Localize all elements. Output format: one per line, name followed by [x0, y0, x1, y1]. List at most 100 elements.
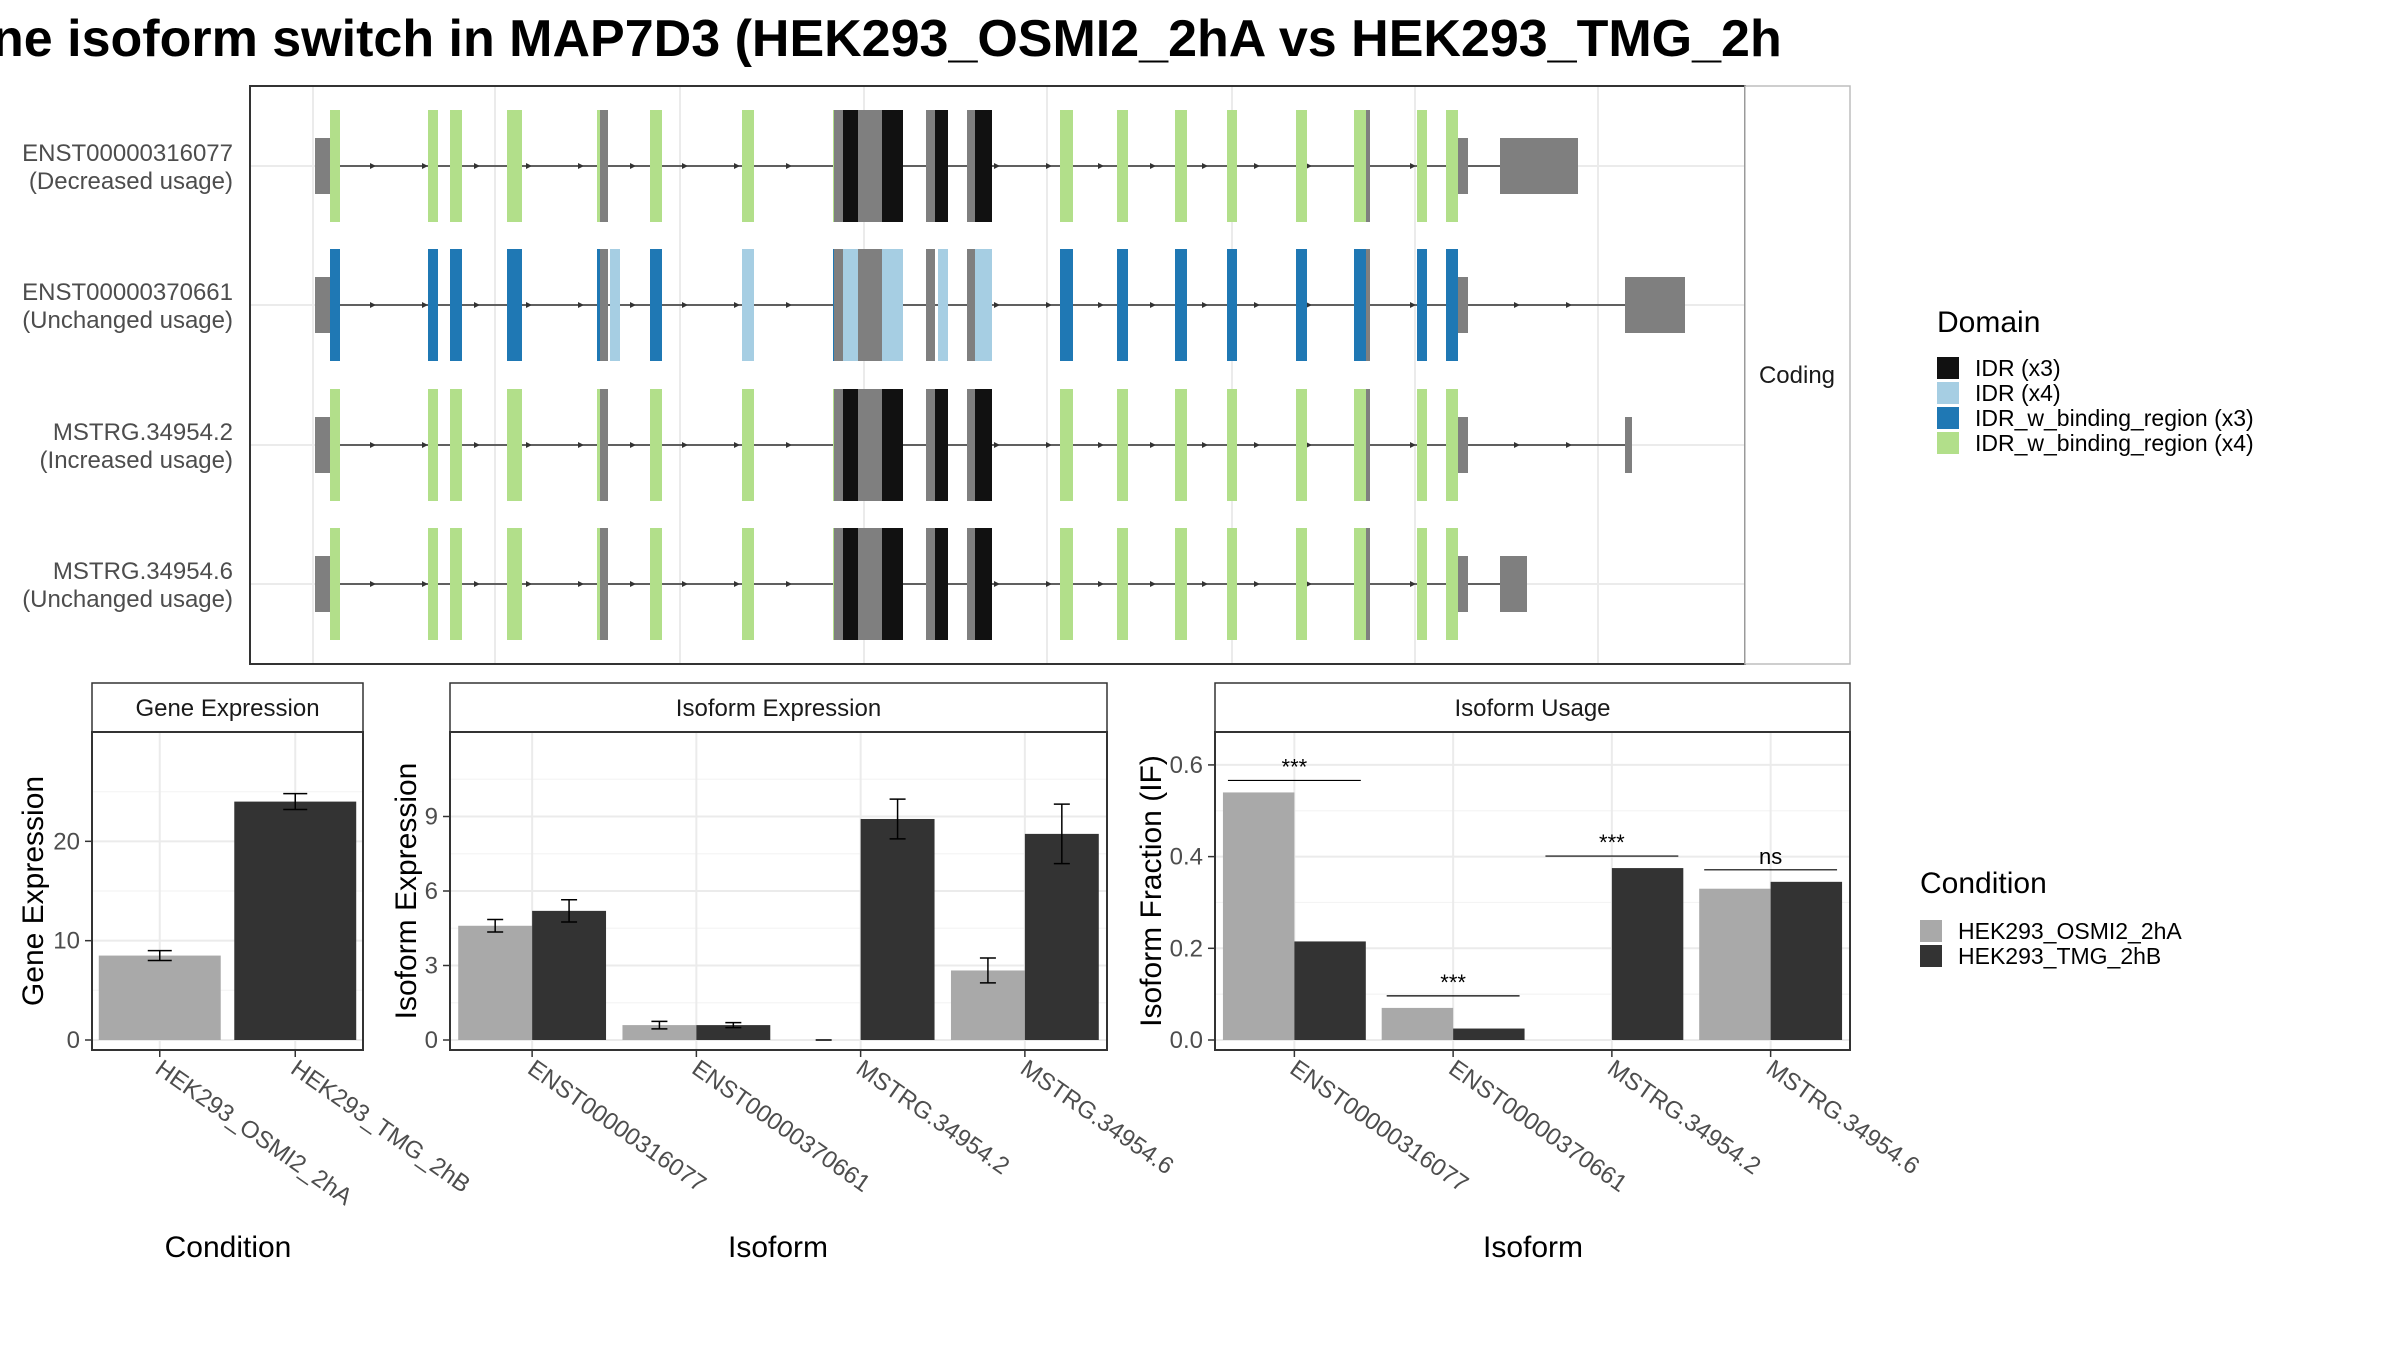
strand-arrow	[1046, 163, 1052, 169]
utr-block	[1458, 277, 1468, 333]
bar	[1381, 1007, 1454, 1040]
panel-strip	[449, 682, 1108, 733]
coding-exon	[1117, 528, 1128, 640]
strand-arrow	[1254, 442, 1260, 448]
panel-strip-title: Gene Expression	[135, 695, 319, 722]
y-tick-label: 6	[425, 878, 438, 905]
x-tick-label: ENST00000316077	[523, 1055, 711, 1198]
strand-arrow	[1098, 442, 1104, 448]
x-tick-label: MSTRG.34954.6	[1015, 1055, 1178, 1180]
nc-segment	[1366, 249, 1370, 361]
x-axis-title: Isoform	[1483, 1231, 1583, 1264]
utr-end-block	[1500, 556, 1527, 612]
strand-arrow	[630, 581, 636, 587]
strand-arrow	[1150, 581, 1156, 587]
x-tick-label: MSTRG.34954.6	[1761, 1055, 1924, 1180]
y-tick-label: 0	[425, 1027, 438, 1054]
bar	[1222, 792, 1295, 1040]
strand-arrow	[370, 163, 376, 169]
strand-arrow	[682, 302, 688, 308]
idr-x3-exon	[882, 389, 903, 501]
strand-arrow	[734, 581, 740, 587]
strand-arrow	[1202, 302, 1208, 308]
idr-x3-exon	[932, 110, 948, 222]
coding-exon	[1446, 110, 1458, 222]
nc-segment	[1366, 110, 1370, 222]
condition-legend-key	[1920, 945, 1942, 967]
nc-segment	[858, 528, 882, 640]
isoform-usage-label: (Decreased usage)	[29, 168, 233, 195]
significance-label: ns	[1759, 844, 1782, 869]
strand-arrow	[1514, 302, 1520, 308]
strand-arrow	[1410, 442, 1416, 448]
coding-exon	[428, 528, 438, 640]
coding-exon	[650, 249, 662, 361]
coding-exon	[428, 389, 438, 501]
isoform-usage-label: (Unchanged usage)	[22, 307, 233, 334]
significance-label: ***	[1282, 754, 1308, 779]
coding-exon	[1175, 389, 1187, 501]
coding-exon	[1175, 249, 1187, 361]
y-tick-label: 3	[425, 953, 438, 980]
coding-exon	[1417, 389, 1427, 501]
coding-exon	[1296, 389, 1307, 501]
strand-arrow	[474, 302, 480, 308]
strand-arrow	[786, 442, 792, 448]
domain-legend-title: Domain	[1937, 306, 2040, 339]
strand-arrow	[1306, 581, 1312, 587]
coding-exon	[1417, 249, 1427, 361]
utr-block	[1458, 138, 1468, 194]
strand-arrow	[1046, 302, 1052, 308]
domain-legend-key	[1937, 357, 1959, 379]
strand-arrow	[1306, 163, 1312, 169]
strand-arrow	[1202, 442, 1208, 448]
strand-arrow	[734, 302, 740, 308]
strand-arrow	[578, 163, 584, 169]
coding-exon	[742, 110, 754, 222]
nc-segment	[967, 110, 975, 222]
condition-legend-title: Condition	[1920, 867, 2047, 900]
domain-legend-label: IDR_w_binding_region (x4)	[1975, 430, 2254, 456]
utr-block	[315, 417, 330, 473]
strand-arrow	[734, 442, 740, 448]
coding-exon	[1446, 389, 1458, 501]
coding-exon	[1417, 528, 1427, 640]
condition-legend-label: HEK293_OSMI2_2hA	[1958, 918, 2182, 944]
coding-exon	[428, 249, 438, 361]
coding-exon	[1417, 110, 1427, 222]
nc-segment	[600, 528, 608, 640]
strand-arrow	[1202, 581, 1208, 587]
panel-border	[1214, 731, 1851, 1051]
coding-exon	[1354, 528, 1366, 640]
coding-exon	[1227, 249, 1237, 361]
bar	[532, 910, 607, 1040]
bar	[1699, 888, 1771, 1040]
x-tick-label: ENST00000370661	[687, 1055, 875, 1198]
coding-exon	[1175, 110, 1187, 222]
panel-border	[91, 731, 364, 1051]
strand-arrow	[1410, 163, 1416, 169]
bar	[1611, 868, 1684, 1040]
strand-arrow	[734, 163, 740, 169]
strand-arrow	[682, 442, 688, 448]
coding-exon	[507, 389, 522, 501]
strand-arrow	[474, 163, 480, 169]
transcript-row: MSTRG.34954.6(Unchanged usage)	[22, 528, 1527, 640]
coding-exon	[450, 389, 462, 501]
strand-arrow	[1150, 302, 1156, 308]
bar	[1294, 941, 1366, 1040]
coding-exon	[650, 389, 662, 501]
bar	[622, 1025, 697, 1040]
idr-x3-exon	[932, 389, 948, 501]
coding-exon	[507, 528, 522, 640]
coding-exon	[428, 110, 438, 222]
nc-segment	[834, 110, 843, 222]
strand-arrow	[526, 302, 532, 308]
strand-arrow	[474, 442, 480, 448]
utr-end-block	[1625, 277, 1685, 333]
nc-segment	[600, 389, 608, 501]
coding-exon	[1060, 249, 1073, 361]
coding-exon	[1227, 389, 1237, 501]
strand-arrow	[1098, 581, 1104, 587]
